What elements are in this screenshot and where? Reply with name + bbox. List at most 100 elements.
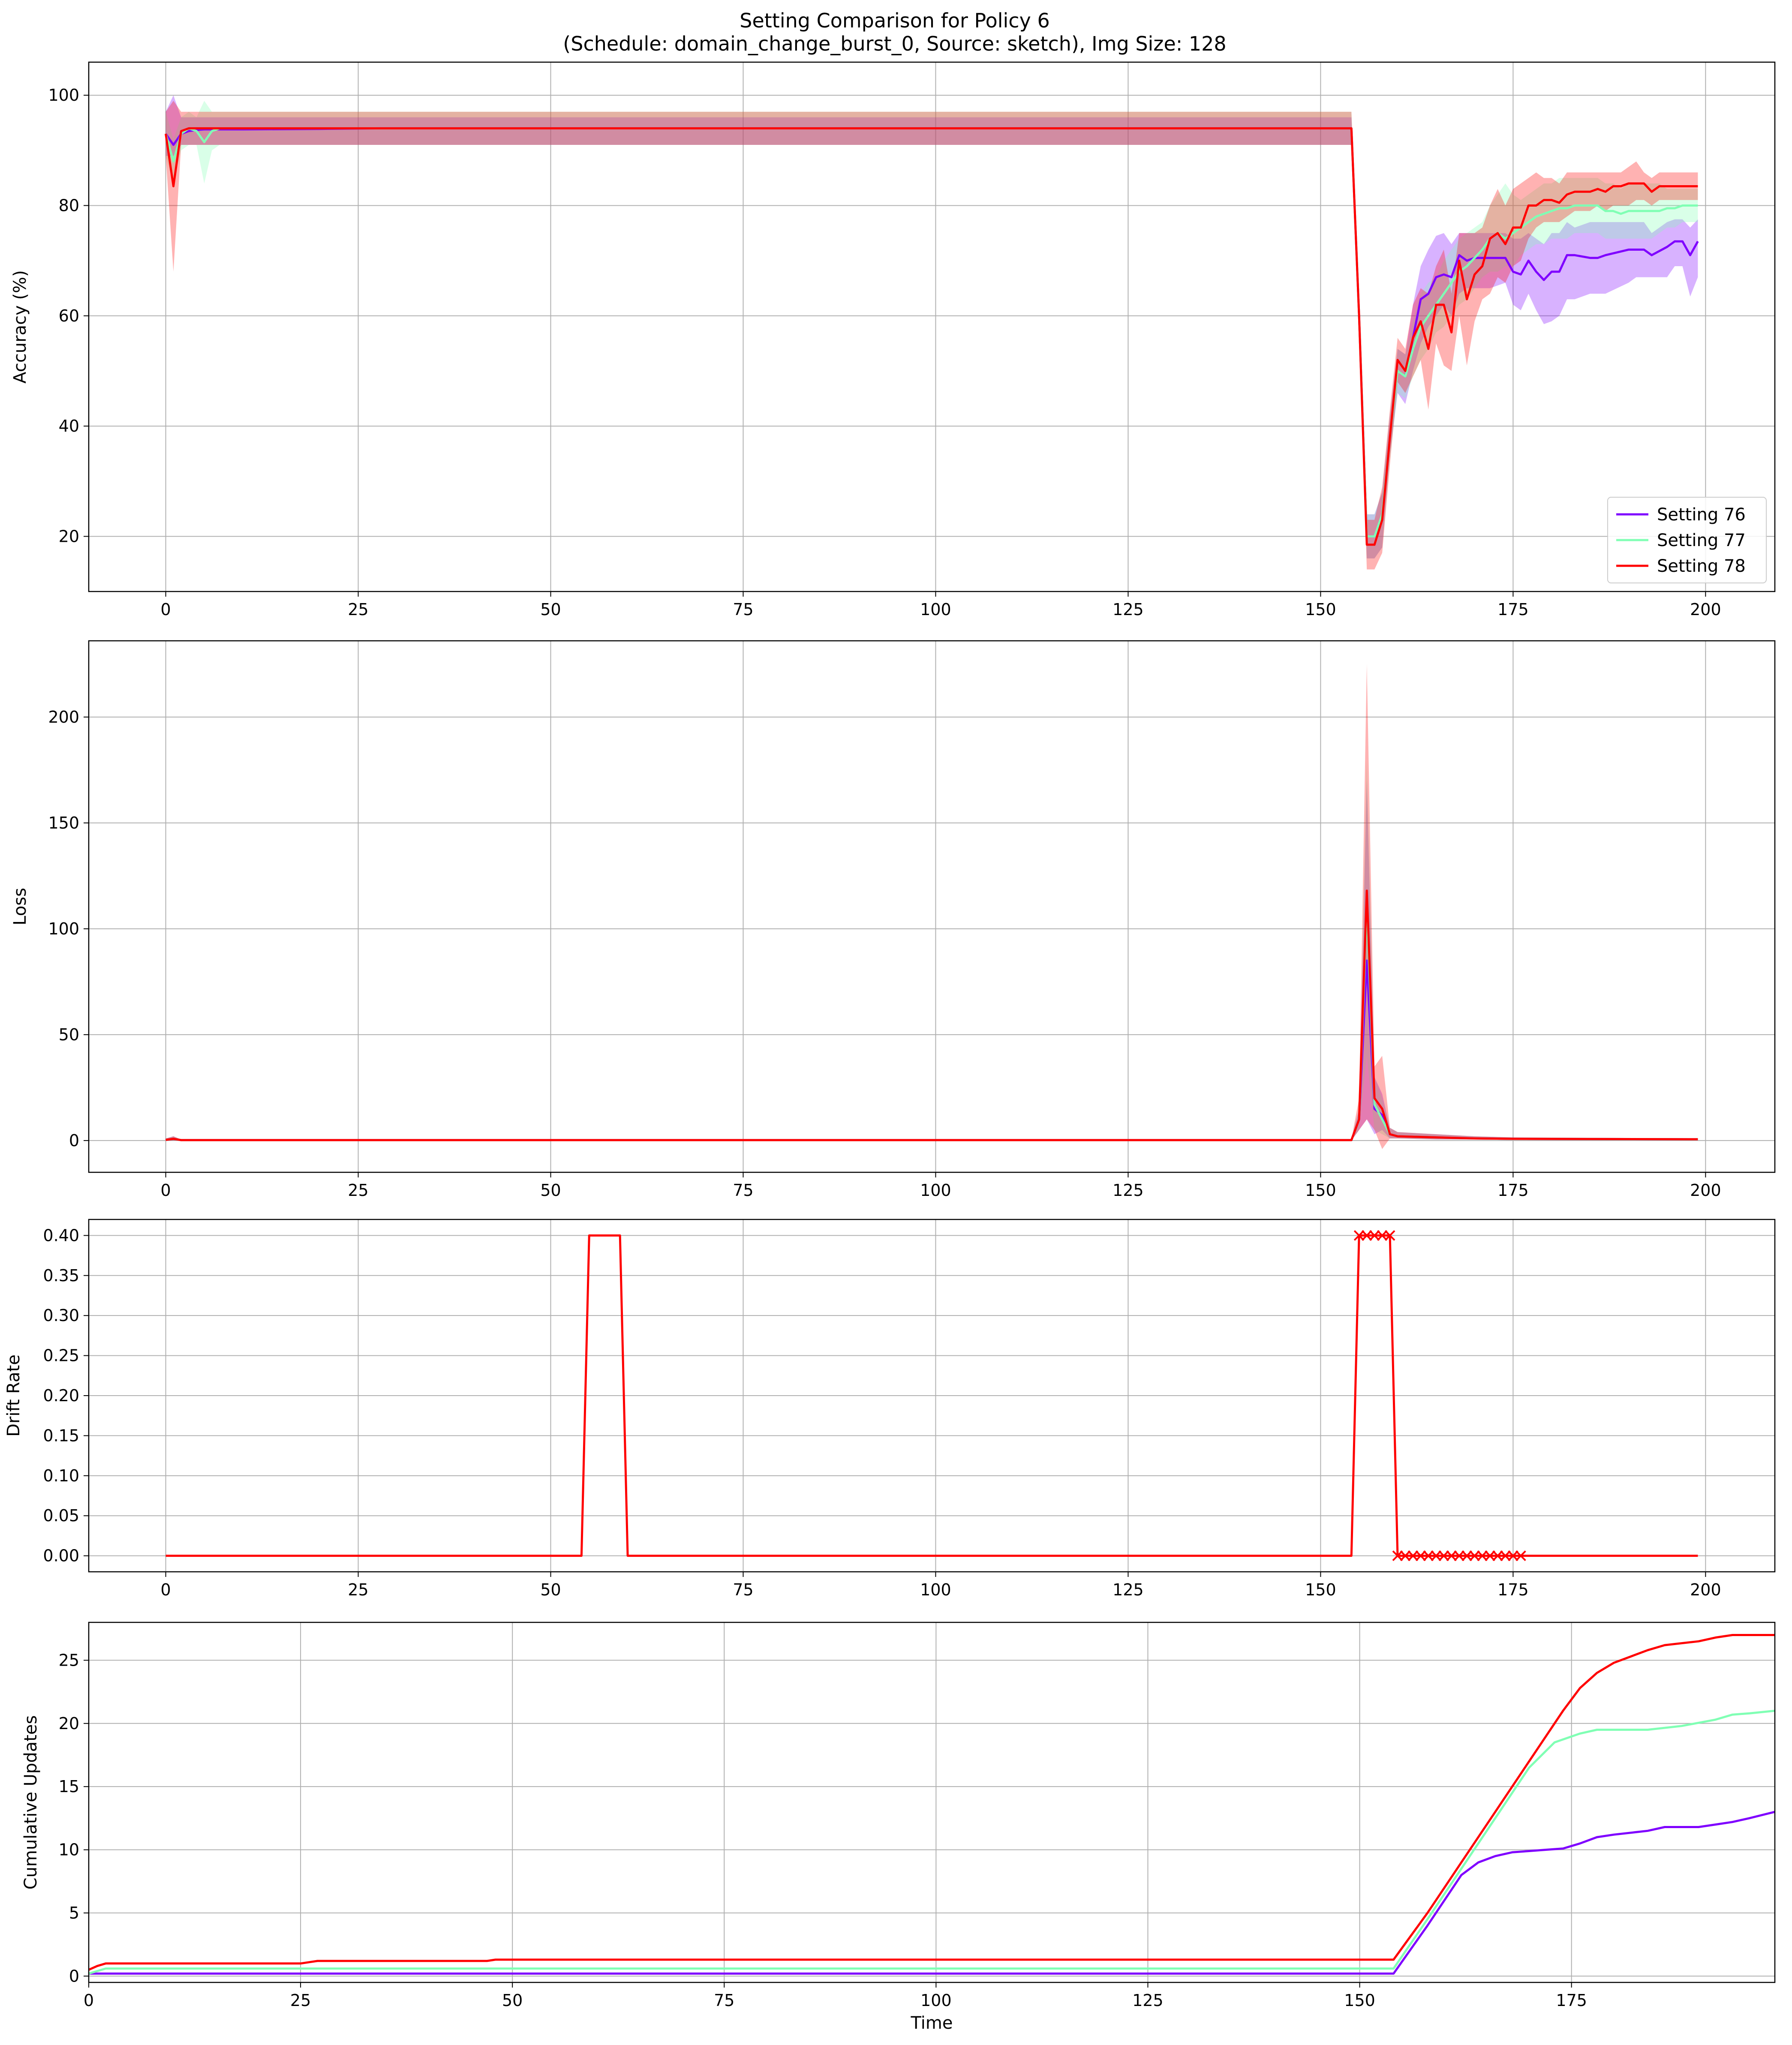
x-tick-label: 100: [920, 1580, 951, 1599]
y-tick-label: 0.40: [43, 1226, 79, 1245]
y-tick-label: 50: [59, 1025, 79, 1044]
drift-marker: [1469, 1550, 1480, 1562]
drift-marker: [1423, 1550, 1434, 1562]
drift-marker: [1461, 1550, 1473, 1562]
marker-stroke: [1384, 1230, 1395, 1241]
axes-frame: [88, 640, 1776, 1173]
x-tick-label: 0: [84, 1991, 94, 2010]
marker-stroke: [1469, 1550, 1480, 1562]
x-tick-label: 200: [1690, 1580, 1721, 1599]
x-tick-label: 150: [1305, 1181, 1336, 1200]
legend-box: [1607, 497, 1767, 583]
drift-marker: [1485, 1550, 1495, 1562]
legend-label: Setting 77: [1657, 531, 1746, 550]
marker-stroke: [1392, 1550, 1403, 1562]
x-tick-label: 175: [1556, 1991, 1587, 2010]
series-line: [165, 127, 1698, 546]
y-tick-label: 100: [48, 919, 79, 938]
marker-stroke: [1438, 1550, 1449, 1562]
y-tick-label: 200: [48, 708, 79, 727]
series-line: [165, 1234, 1698, 1557]
x-tick-label: 25: [348, 1580, 368, 1599]
x-tick-label: 175: [1497, 1580, 1529, 1599]
y-tick-label: 0: [69, 1131, 79, 1150]
drift-marker: [1400, 1550, 1411, 1562]
marker-stroke: [1515, 1550, 1526, 1562]
drift-marker: [1361, 1230, 1372, 1241]
drift-marker: [1438, 1550, 1449, 1562]
chart-panels: 0 25 50 75 100 125 150 175 20020406080100Accurac…: [4, 61, 1776, 2033]
marker-stroke: [1369, 1230, 1380, 1241]
x-tick-label: 50: [540, 1181, 561, 1200]
y-tick-label: 5: [69, 1904, 79, 1922]
drift-marker: [1492, 1550, 1503, 1562]
marker-stroke: [1361, 1230, 1372, 1241]
y-tick-label: 0.15: [43, 1426, 79, 1445]
x-tick-label: 175: [1497, 600, 1529, 619]
marker-stroke: [1492, 1550, 1503, 1562]
series-line: [165, 889, 1698, 1141]
marker-stroke: [1477, 1550, 1488, 1562]
legend-label: Setting 78: [1657, 556, 1746, 576]
drift-marker: [1384, 1230, 1395, 1241]
panel-1: 0 25 50 75 100 125 150 175 200 20 40 60 80 100 Accurac…: [10, 61, 1776, 619]
y-tick-label: 20: [59, 527, 79, 546]
drift-marker: [1415, 1550, 1426, 1562]
y-tick-label: 0.35: [43, 1266, 79, 1285]
drift-marker: [1477, 1550, 1488, 1562]
chart-title-line1: Setting Comparison for Policy 6: [740, 9, 1049, 32]
x-tick-label: 200: [1690, 600, 1721, 619]
y-tick-label: 25: [59, 1651, 79, 1670]
x-tick-label: 50: [540, 1580, 561, 1599]
x-tick-label: 75: [733, 600, 753, 619]
confidence-band: [165, 95, 1698, 559]
y-tick-label: 20: [59, 1714, 79, 1733]
x-tick-label: 50: [540, 600, 561, 619]
x-tick-label: 25: [290, 1991, 311, 2010]
y-tick-label: 60: [59, 306, 79, 325]
axes-frame: [88, 61, 1776, 592]
x-tick-label: 200: [1690, 1181, 1721, 1200]
drift-marker: [1454, 1550, 1465, 1562]
x-tick-label: 100: [920, 1991, 952, 2010]
y-axis-label: Loss: [10, 888, 30, 925]
x-tick-label: 150: [1344, 1991, 1375, 2010]
marker-stroke: [1485, 1550, 1495, 1562]
x-tick-label: 125: [1132, 1991, 1164, 2010]
y-tick-label: 15: [59, 1777, 79, 1796]
x-axis-label: Time: [911, 2013, 953, 2033]
marker-stroke: [1454, 1550, 1465, 1562]
series-line: [89, 1811, 1775, 1975]
drift-marker: [1353, 1230, 1365, 1241]
y-tick-label: 0.30: [43, 1306, 79, 1325]
x-tick-label: 150: [1305, 1580, 1336, 1599]
plot-area: [89, 1634, 1775, 1975]
x-tick-label: 125: [1112, 600, 1144, 619]
y-tick-label: 80: [59, 196, 79, 215]
x-tick-label: 25: [348, 1181, 368, 1200]
plot-area: [165, 664, 1698, 1149]
plot-area: [165, 1230, 1698, 1562]
y-tick-label: 0.05: [43, 1506, 79, 1525]
marker-stroke: [1400, 1550, 1411, 1562]
x-tick-label: 75: [733, 1580, 753, 1599]
chart-title-line2: (Schedule: domain_change_burst_0, Source…: [563, 32, 1226, 55]
y-axis-label: Cumulative Updates: [21, 1715, 41, 1890]
x-tick-label: 0: [160, 600, 171, 619]
y-axis-label: Drift Rate: [4, 1354, 24, 1437]
y-tick-label: 0.10: [43, 1466, 79, 1485]
x-tick-label: 125: [1112, 1580, 1144, 1599]
x-tick-label: 0: [160, 1580, 171, 1599]
x-tick-label: 50: [502, 1991, 523, 2010]
y-tick-label: 40: [59, 417, 79, 435]
panel-2: 0 25 50 75 100 125 150 175 200 0 50 100 150 200 Loss: [10, 640, 1776, 1200]
marker-stroke: [1507, 1550, 1518, 1562]
marker-stroke: [1407, 1550, 1419, 1562]
y-tick-label: 10: [59, 1841, 79, 1859]
marker-stroke: [1431, 1550, 1442, 1562]
y-axis-label: Accuracy (%): [10, 270, 30, 384]
x-tick-label: 125: [1112, 1181, 1144, 1200]
drift-marker: [1515, 1550, 1526, 1562]
